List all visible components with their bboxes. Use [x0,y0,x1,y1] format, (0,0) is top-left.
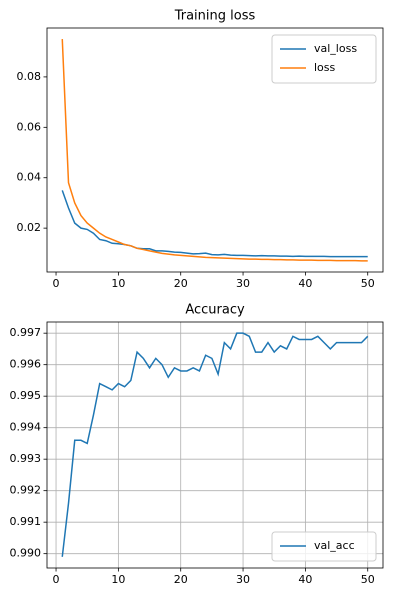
x-tick-label: 30 [236,277,250,290]
y-tick-label: 0.06 [17,120,42,133]
series-line [61,332,369,557]
x-tick-label: 50 [361,277,375,290]
y-tick-label: 0.993 [10,452,42,465]
x-tick-label: 30 [236,573,250,586]
y-tick-label: 0.991 [10,515,42,528]
x-tick-label: 50 [361,573,375,586]
series-line [61,190,368,258]
y-tick-label: 0.995 [10,389,42,402]
x-tick-label: 40 [298,573,312,586]
y-tick-label: 0.994 [10,421,42,434]
y-tick-label: 0.04 [17,171,42,184]
y-tick-label: 0.992 [10,484,42,497]
x-tick-label: 20 [174,277,188,290]
legend-label: loss [314,61,336,74]
y-tick-label: 0.02 [17,221,42,234]
x-tick-label: 10 [111,573,125,586]
x-tick-label: 0 [53,573,60,586]
legend-label: val_loss [314,42,357,55]
legend-label: val_acc [314,539,355,552]
axes-frame [46,27,384,273]
legend-box [271,531,377,562]
y-tick-label: 0.990 [10,547,42,560]
y-tick-label: 0.996 [10,358,42,371]
x-tick-label: 10 [111,277,125,290]
x-tick-label: 40 [298,277,312,290]
axes-frame [46,321,384,569]
x-tick-label: 0 [53,277,60,290]
chart-title: Training loss [174,9,256,24]
x-tick-label: 20 [174,573,188,586]
chart-title: Accuracy [185,303,245,318]
y-tick-label: 0.08 [17,70,42,83]
legend-box [271,34,377,84]
series-line [61,39,368,262]
y-tick-label: 0.997 [10,326,42,339]
